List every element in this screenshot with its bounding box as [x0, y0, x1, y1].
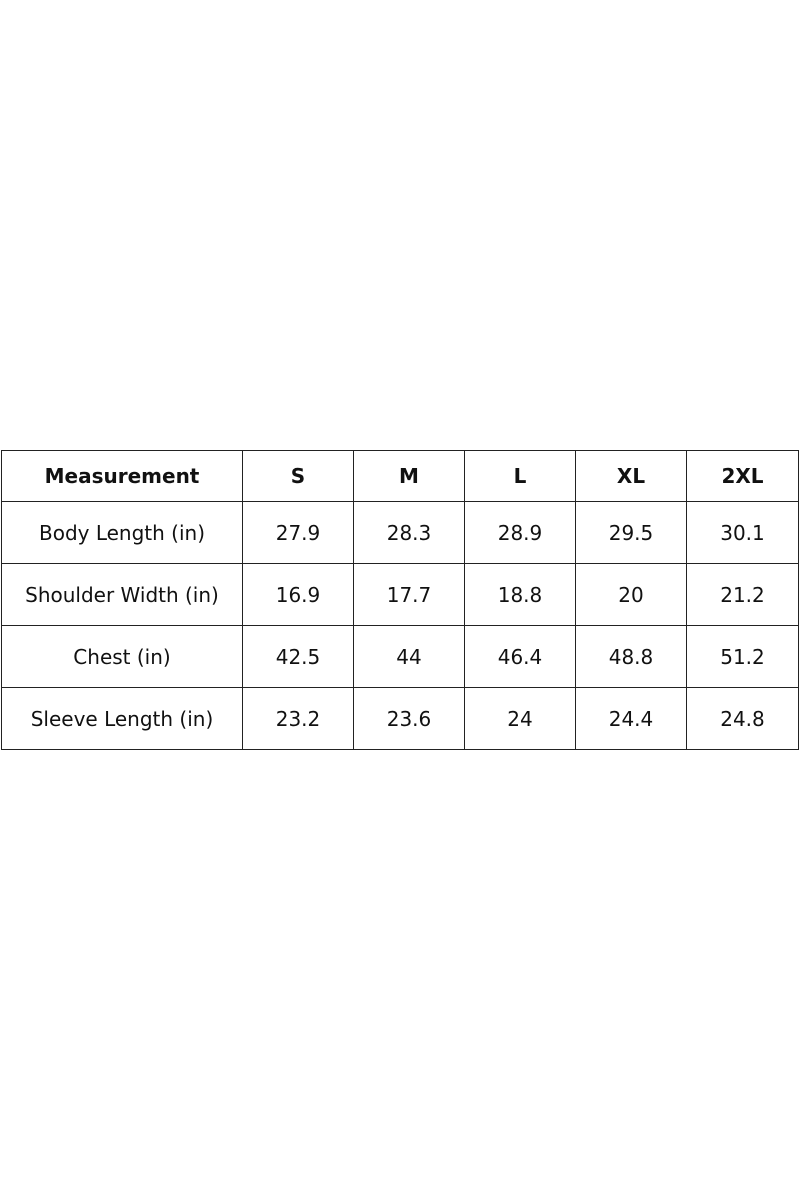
header-row: Measurement S M L XL 2XL	[1, 450, 799, 502]
table-cell: 29.5	[575, 501, 687, 564]
table-cell: 20	[575, 563, 687, 626]
table-cell: 42.5	[242, 625, 354, 688]
table-cell: 27.9	[242, 501, 354, 564]
row-label: Body Length (in)	[1, 501, 243, 564]
header-cell: 2XL	[686, 450, 799, 502]
table-body: Body Length (in) 27.9 28.3 28.9 29.5 30.1 Shou…	[1, 501, 799, 750]
table-cell: 24	[464, 687, 576, 750]
table-cell: 51.2	[686, 625, 799, 688]
header-cell: L	[464, 450, 576, 502]
header-cell: M	[353, 450, 465, 502]
table-row: Shoulder Width (in) 16.9 17.7 18.8 20 21.2	[1, 563, 799, 626]
table-cell: 18.8	[464, 563, 576, 626]
size-table: Measurement S M L XL 2XL Body Length (in) 27.9…	[1, 450, 799, 750]
header-cell: XL	[575, 450, 687, 502]
header-cell: Measurement	[1, 450, 243, 502]
row-label: Sleeve Length (in)	[1, 687, 243, 750]
table-cell: 46.4	[464, 625, 576, 688]
table-cell: 24.4	[575, 687, 687, 750]
table-cell: 28.9	[464, 501, 576, 564]
table-cell: 21.2	[686, 563, 799, 626]
table-cell: 23.6	[353, 687, 465, 750]
header-cell: S	[242, 450, 354, 502]
row-label: Chest (in)	[1, 625, 243, 688]
table-row: Body Length (in) 27.9 28.3 28.9 29.5 30.1	[1, 501, 799, 564]
row-label: Shoulder Width (in)	[1, 563, 243, 626]
table-cell: 28.3	[353, 501, 465, 564]
table-cell: 17.7	[353, 563, 465, 626]
table-cell: 16.9	[242, 563, 354, 626]
table-cell: 30.1	[686, 501, 799, 564]
table-row: Chest (in) 42.5 44 46.4 48.8 51.2	[1, 625, 799, 688]
table-cell: 23.2	[242, 687, 354, 750]
table-cell: 24.8	[686, 687, 799, 750]
table-cell: 48.8	[575, 625, 687, 688]
table-row: Sleeve Length (in) 23.2 23.6 24 24.4 24.8	[1, 687, 799, 750]
table-cell: 44	[353, 625, 465, 688]
